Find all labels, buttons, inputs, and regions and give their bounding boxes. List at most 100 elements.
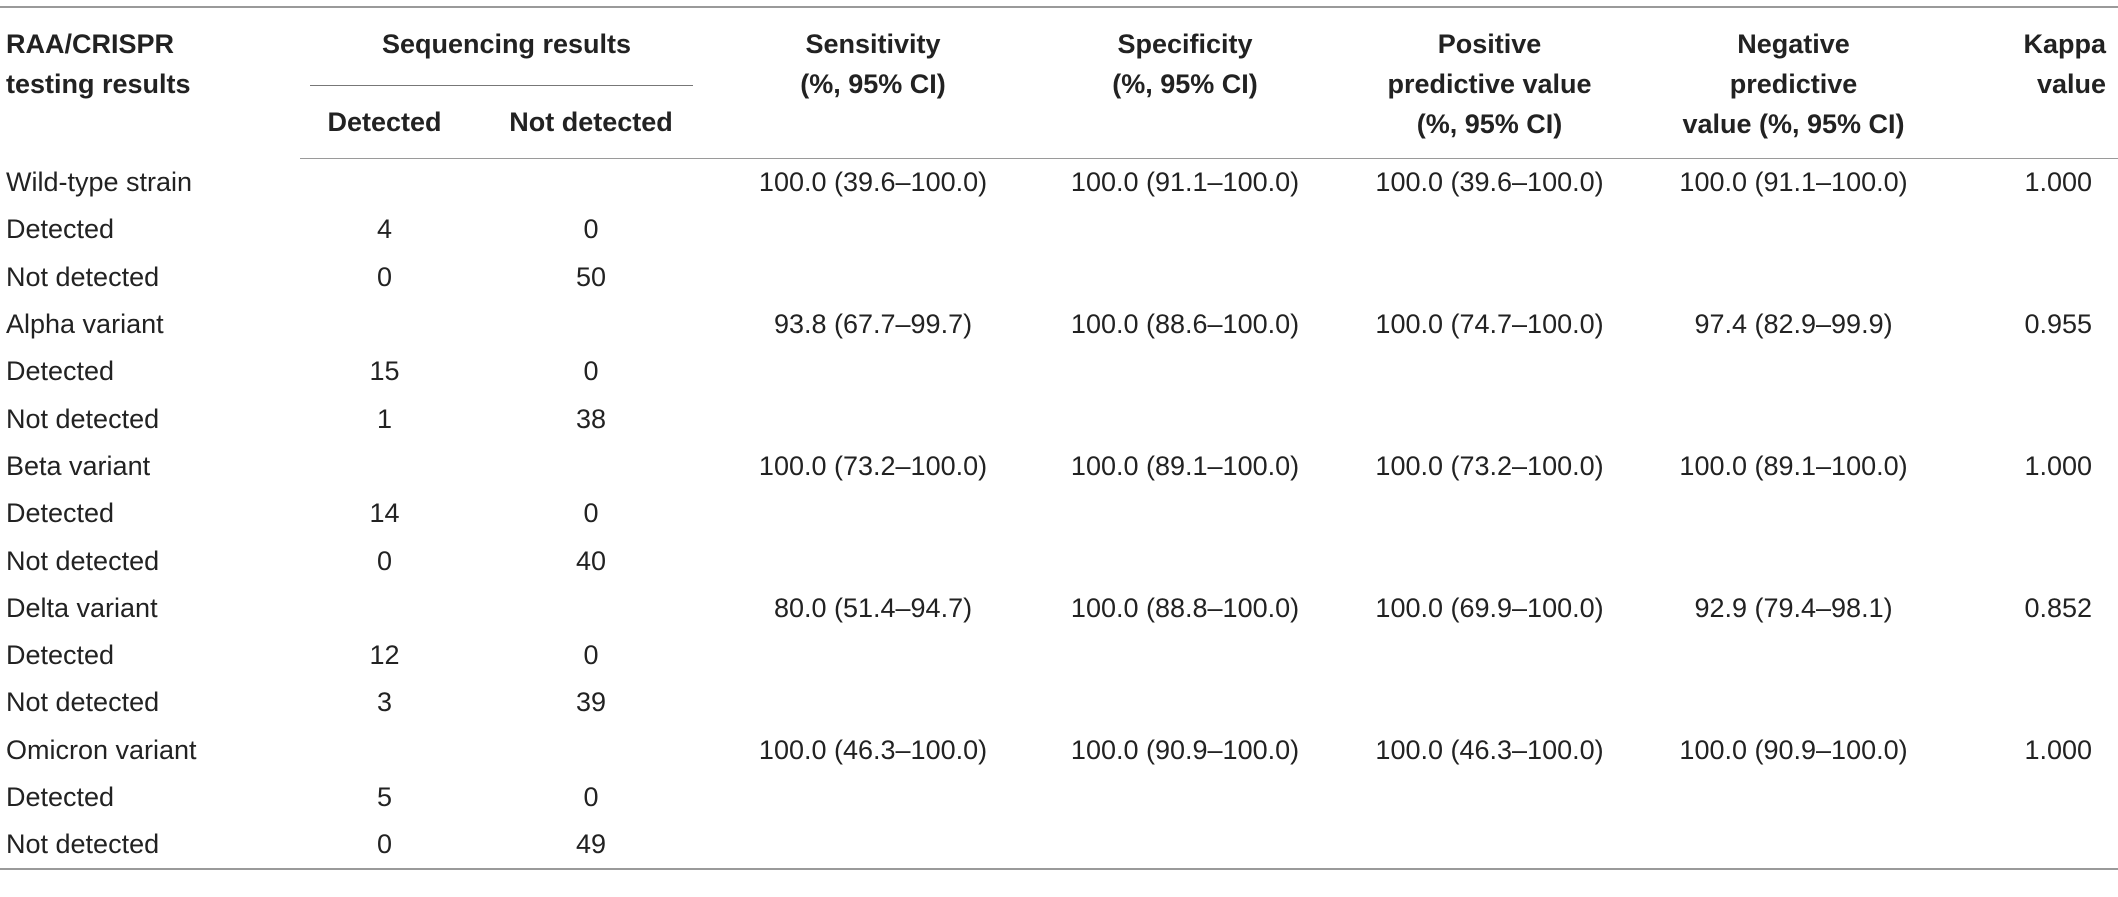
count-detected-detected: 14	[369, 498, 400, 529]
empty-cell	[1033, 254, 1337, 301]
empty-cell	[1945, 254, 2118, 301]
empty-cell	[1337, 348, 1642, 395]
row-label-not-detected: Not detected	[6, 403, 160, 434]
empty-cell	[713, 490, 1033, 537]
empty-cell	[713, 348, 1033, 395]
empty-cell	[300, 159, 469, 207]
header-sequencing-underline	[310, 85, 694, 86]
header-specificity-text: Specificity (%, 95% CI)	[1112, 29, 1258, 99]
empty-cell	[1945, 348, 2118, 395]
empty-cell	[1337, 821, 1643, 871]
table-row-not-detected: Not detected 0 40	[0, 537, 2118, 584]
count-not-detected-not-detected: 38	[575, 403, 607, 434]
empty-cell	[1337, 490, 1642, 537]
empty-cell	[1945, 679, 2118, 726]
empty-cell	[1033, 774, 1337, 821]
table-row-detected: Detected 14 0	[0, 490, 2118, 537]
table-row-detected: Detected 5 0	[0, 774, 2118, 821]
empty-cell	[713, 632, 1033, 679]
empty-cell	[1337, 395, 1642, 442]
empty-cell	[1945, 774, 2118, 821]
count-not-detected-not-detected: 39	[575, 687, 607, 718]
header-specificity: Specificity (%, 95% CI)	[1033, 6, 1338, 159]
npv-value: 97.4 (82.9–99.9)	[1694, 309, 1893, 340]
empty-cell	[1033, 632, 1337, 679]
kappa-value: 1.000	[2024, 167, 2093, 198]
group-name: Alpha variant	[6, 309, 164, 340]
row-label-not-detected: Not detected	[6, 545, 160, 576]
header-detected: Detected	[300, 86, 469, 159]
header-sequencing-results: Sequencing results	[300, 6, 714, 86]
empty-cell	[1945, 395, 2118, 442]
empty-cell	[1337, 679, 1642, 726]
empty-cell	[1945, 206, 2118, 253]
count-detected-not-detected: 0	[583, 640, 599, 671]
empty-cell	[1033, 206, 1337, 253]
count-detected-not-detected: 0	[583, 498, 599, 529]
count-detected-not-detected: 0	[583, 782, 599, 812]
table-header: RAA/CRISPR testing results Sequencing re…	[0, 6, 2118, 159]
empty-cell	[300, 727, 469, 774]
empty-cell	[713, 537, 1033, 584]
row-label-detected: Detected	[6, 498, 115, 529]
empty-cell	[1642, 679, 1945, 726]
table-row-group-header: Delta variant 80.0 (51.4–94.7) 100.0 (88.8…	[0, 585, 2118, 632]
empty-cell	[713, 254, 1033, 301]
count-not-detected-not-detected: 49	[469, 821, 714, 871]
table-body: Wild-type strain 100.0 (39.6–100.0) 100.0 …	[0, 159, 2118, 871]
count-not-detected-not-detected: 50	[575, 261, 607, 292]
empty-cell	[1945, 490, 2118, 537]
specificity-value: 100.0 (90.9–100.0)	[1070, 734, 1300, 765]
ppv-value: 100.0 (73.2–100.0)	[1375, 450, 1604, 481]
specificity-value: 100.0 (91.1–100.0)	[1070, 167, 1300, 198]
empty-cell	[1945, 632, 2118, 679]
specificity-value: 100.0 (89.1–100.0)	[1070, 450, 1300, 481]
empty-cell	[1642, 821, 1946, 871]
count-not-detected-detected: 3	[376, 687, 393, 718]
npv-value: 100.0 (90.9–100.0)	[1679, 734, 1908, 765]
empty-cell	[300, 301, 469, 348]
npv-value: 100.0 (89.1–100.0)	[1679, 450, 1908, 481]
sensitivity-value: 93.8 (67.7–99.7)	[773, 309, 973, 340]
ppv-value: 100.0 (74.7–100.0)	[1375, 309, 1604, 340]
empty-cell	[713, 206, 1033, 253]
row-label-detected: Detected	[6, 782, 115, 812]
empty-cell	[1033, 679, 1337, 726]
header-ppv-text: Positive predictive value (%, 95% CI)	[1387, 29, 1592, 139]
empty-cell	[469, 159, 713, 207]
table-row-not-detected: Not detected 0 49	[0, 821, 2118, 871]
sensitivity-value: 80.0 (51.4–94.7)	[773, 592, 973, 623]
npv-value: 100.0 (91.1–100.0)	[1679, 167, 1908, 198]
table-row-group-header: Wild-type strain 100.0 (39.6–100.0) 100.0 …	[0, 159, 2118, 207]
empty-cell	[1945, 537, 2118, 584]
sensitivity-value: 100.0 (39.6–100.0)	[758, 167, 988, 198]
empty-cell	[1642, 395, 1945, 442]
empty-cell	[1945, 821, 2118, 871]
empty-cell	[300, 443, 469, 490]
kappa-value: 0.955	[2024, 309, 2093, 340]
count-detected-detected: 4	[376, 214, 393, 245]
count-detected-not-detected: 0	[583, 214, 599, 245]
empty-cell	[469, 727, 713, 774]
table-row-detected: Detected 12 0	[0, 632, 2118, 679]
header-npv-text: Negative predictive value (%, 95% CI)	[1682, 29, 1905, 139]
group-name: Beta variant	[6, 450, 151, 481]
group-name: Wild-type strain	[6, 166, 193, 197]
ppv-value: 100.0 (46.3–100.0)	[1375, 734, 1604, 765]
count-not-detected-detected: 0	[376, 261, 393, 292]
count-detected-not-detected: 0	[583, 356, 599, 387]
table-row-group-header: Beta variant 100.0 (73.2–100.0) 100.0 (89.…	[0, 443, 2118, 490]
empty-cell	[1642, 206, 1945, 253]
count-not-detected-not-detected: 40	[575, 545, 607, 576]
empty-cell	[1337, 254, 1642, 301]
empty-cell	[1642, 254, 1945, 301]
table-row-group-header: Omicron variant 100.0 (46.3–100.0) 100.0 (…	[0, 727, 2118, 774]
row-label-not-detected: Not detected	[0, 821, 300, 871]
sensitivity-value: 100.0 (73.2–100.0)	[758, 450, 988, 481]
empty-cell	[1337, 632, 1642, 679]
empty-cell	[1642, 774, 1945, 821]
table-row-not-detected: Not detected 3 39	[0, 679, 2118, 726]
count-detected-detected: 15	[369, 356, 400, 387]
empty-cell	[469, 301, 713, 348]
ppv-value: 100.0 (69.9–100.0)	[1375, 592, 1604, 623]
